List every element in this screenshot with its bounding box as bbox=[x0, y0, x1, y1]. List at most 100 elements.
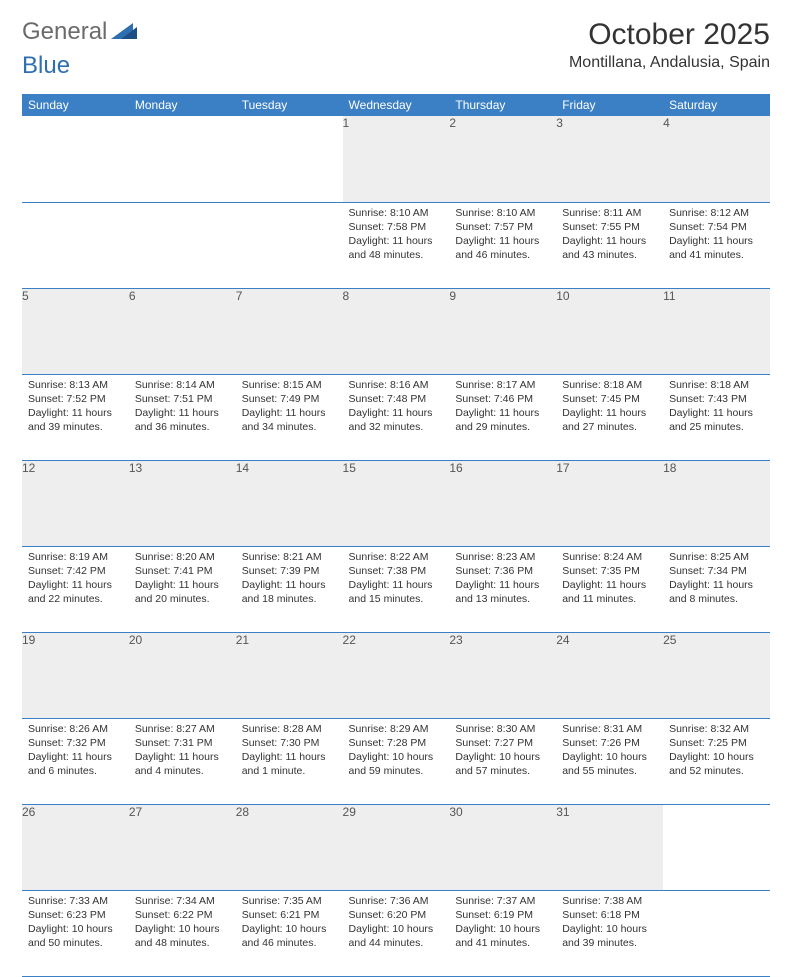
day-details: Sunrise: 8:20 AMSunset: 7:41 PMDaylight:… bbox=[129, 547, 236, 613]
weekday-header: Tuesday bbox=[236, 94, 343, 116]
day-number bbox=[663, 804, 770, 890]
day-cell: Sunrise: 8:28 AMSunset: 7:30 PMDaylight:… bbox=[236, 718, 343, 804]
day-content-row: Sunrise: 8:19 AMSunset: 7:42 PMDaylight:… bbox=[22, 546, 770, 632]
day-number: 15 bbox=[343, 460, 450, 546]
day-cell bbox=[22, 202, 129, 288]
day-cell: Sunrise: 8:27 AMSunset: 7:31 PMDaylight:… bbox=[129, 718, 236, 804]
day-number: 3 bbox=[556, 116, 663, 202]
day-details: Sunrise: 8:18 AMSunset: 7:43 PMDaylight:… bbox=[663, 375, 770, 441]
day-number: 20 bbox=[129, 632, 236, 718]
day-number: 9 bbox=[449, 288, 556, 374]
day-cell: Sunrise: 7:38 AMSunset: 6:18 PMDaylight:… bbox=[556, 890, 663, 976]
day-details: Sunrise: 7:37 AMSunset: 6:19 PMDaylight:… bbox=[449, 891, 556, 957]
day-number-row: 1234 bbox=[22, 116, 770, 202]
triangle-icon bbox=[111, 18, 137, 46]
weekday-header: Wednesday bbox=[343, 94, 450, 116]
day-details: Sunrise: 8:26 AMSunset: 7:32 PMDaylight:… bbox=[22, 719, 129, 785]
day-number: 4 bbox=[663, 116, 770, 202]
day-cell: Sunrise: 8:31 AMSunset: 7:26 PMDaylight:… bbox=[556, 718, 663, 804]
day-number: 22 bbox=[343, 632, 450, 718]
day-details: Sunrise: 8:10 AMSunset: 7:57 PMDaylight:… bbox=[449, 203, 556, 269]
month-title: October 2025 bbox=[569, 18, 770, 52]
day-content-row: Sunrise: 8:10 AMSunset: 7:58 PMDaylight:… bbox=[22, 202, 770, 288]
day-number-row: 262728293031 bbox=[22, 804, 770, 890]
day-details: Sunrise: 8:10 AMSunset: 7:58 PMDaylight:… bbox=[343, 203, 450, 269]
day-number: 21 bbox=[236, 632, 343, 718]
day-number: 10 bbox=[556, 288, 663, 374]
day-cell: Sunrise: 8:26 AMSunset: 7:32 PMDaylight:… bbox=[22, 718, 129, 804]
day-details: Sunrise: 8:17 AMSunset: 7:46 PMDaylight:… bbox=[449, 375, 556, 441]
weekday-header: Monday bbox=[129, 94, 236, 116]
weekday-header-row: SundayMondayTuesdayWednesdayThursdayFrid… bbox=[22, 94, 770, 116]
day-details: Sunrise: 8:22 AMSunset: 7:38 PMDaylight:… bbox=[343, 547, 450, 613]
day-number: 24 bbox=[556, 632, 663, 718]
day-number-row: 19202122232425 bbox=[22, 632, 770, 718]
weekday-header: Thursday bbox=[449, 94, 556, 116]
day-number: 27 bbox=[129, 804, 236, 890]
day-cell: Sunrise: 8:16 AMSunset: 7:48 PMDaylight:… bbox=[343, 374, 450, 460]
day-cell bbox=[236, 202, 343, 288]
day-content-row: Sunrise: 8:13 AMSunset: 7:52 PMDaylight:… bbox=[22, 374, 770, 460]
weekday-header: Friday bbox=[556, 94, 663, 116]
day-number-row: 567891011 bbox=[22, 288, 770, 374]
day-details: Sunrise: 7:35 AMSunset: 6:21 PMDaylight:… bbox=[236, 891, 343, 957]
day-cell: Sunrise: 8:20 AMSunset: 7:41 PMDaylight:… bbox=[129, 546, 236, 632]
day-cell: Sunrise: 8:19 AMSunset: 7:42 PMDaylight:… bbox=[22, 546, 129, 632]
day-details: Sunrise: 8:31 AMSunset: 7:26 PMDaylight:… bbox=[556, 719, 663, 785]
day-details: Sunrise: 8:30 AMSunset: 7:27 PMDaylight:… bbox=[449, 719, 556, 785]
day-details: Sunrise: 8:13 AMSunset: 7:52 PMDaylight:… bbox=[22, 375, 129, 441]
day-number: 8 bbox=[343, 288, 450, 374]
day-number: 16 bbox=[449, 460, 556, 546]
day-cell: Sunrise: 8:23 AMSunset: 7:36 PMDaylight:… bbox=[449, 546, 556, 632]
day-details: Sunrise: 8:14 AMSunset: 7:51 PMDaylight:… bbox=[129, 375, 236, 441]
day-cell: Sunrise: 8:10 AMSunset: 7:58 PMDaylight:… bbox=[343, 202, 450, 288]
day-cell: Sunrise: 8:11 AMSunset: 7:55 PMDaylight:… bbox=[556, 202, 663, 288]
day-details: Sunrise: 7:34 AMSunset: 6:22 PMDaylight:… bbox=[129, 891, 236, 957]
day-details: Sunrise: 7:36 AMSunset: 6:20 PMDaylight:… bbox=[343, 891, 450, 957]
day-number: 17 bbox=[556, 460, 663, 546]
day-details: Sunrise: 7:33 AMSunset: 6:23 PMDaylight:… bbox=[22, 891, 129, 957]
day-details: Sunrise: 8:29 AMSunset: 7:28 PMDaylight:… bbox=[343, 719, 450, 785]
day-details: Sunrise: 8:25 AMSunset: 7:34 PMDaylight:… bbox=[663, 547, 770, 613]
day-number bbox=[129, 116, 236, 202]
day-cell: Sunrise: 8:21 AMSunset: 7:39 PMDaylight:… bbox=[236, 546, 343, 632]
day-cell: Sunrise: 8:18 AMSunset: 7:45 PMDaylight:… bbox=[556, 374, 663, 460]
day-number bbox=[236, 116, 343, 202]
day-number: 18 bbox=[663, 460, 770, 546]
day-cell: Sunrise: 8:18 AMSunset: 7:43 PMDaylight:… bbox=[663, 374, 770, 460]
weekday-header: Saturday bbox=[663, 94, 770, 116]
day-cell: Sunrise: 8:10 AMSunset: 7:57 PMDaylight:… bbox=[449, 202, 556, 288]
day-details: Sunrise: 8:23 AMSunset: 7:36 PMDaylight:… bbox=[449, 547, 556, 613]
day-number: 31 bbox=[556, 804, 663, 890]
day-cell: Sunrise: 8:12 AMSunset: 7:54 PMDaylight:… bbox=[663, 202, 770, 288]
calendar-table: SundayMondayTuesdayWednesdayThursdayFrid… bbox=[22, 94, 770, 977]
day-cell: Sunrise: 8:22 AMSunset: 7:38 PMDaylight:… bbox=[343, 546, 450, 632]
day-number: 28 bbox=[236, 804, 343, 890]
day-number: 12 bbox=[22, 460, 129, 546]
day-cell: Sunrise: 8:15 AMSunset: 7:49 PMDaylight:… bbox=[236, 374, 343, 460]
day-number bbox=[22, 116, 129, 202]
day-details: Sunrise: 8:21 AMSunset: 7:39 PMDaylight:… bbox=[236, 547, 343, 613]
day-details: Sunrise: 8:16 AMSunset: 7:48 PMDaylight:… bbox=[343, 375, 450, 441]
day-cell: Sunrise: 7:36 AMSunset: 6:20 PMDaylight:… bbox=[343, 890, 450, 976]
day-number: 25 bbox=[663, 632, 770, 718]
day-content-row: Sunrise: 7:33 AMSunset: 6:23 PMDaylight:… bbox=[22, 890, 770, 976]
day-cell: Sunrise: 8:30 AMSunset: 7:27 PMDaylight:… bbox=[449, 718, 556, 804]
day-number: 30 bbox=[449, 804, 556, 890]
logo-text-general: General bbox=[22, 18, 107, 46]
day-cell: Sunrise: 7:37 AMSunset: 6:19 PMDaylight:… bbox=[449, 890, 556, 976]
day-number: 23 bbox=[449, 632, 556, 718]
day-details: Sunrise: 8:24 AMSunset: 7:35 PMDaylight:… bbox=[556, 547, 663, 613]
day-number: 13 bbox=[129, 460, 236, 546]
day-details: Sunrise: 7:38 AMSunset: 6:18 PMDaylight:… bbox=[556, 891, 663, 957]
day-cell: Sunrise: 8:13 AMSunset: 7:52 PMDaylight:… bbox=[22, 374, 129, 460]
day-number: 26 bbox=[22, 804, 129, 890]
day-details: Sunrise: 8:27 AMSunset: 7:31 PMDaylight:… bbox=[129, 719, 236, 785]
day-number: 19 bbox=[22, 632, 129, 718]
day-content-row: Sunrise: 8:26 AMSunset: 7:32 PMDaylight:… bbox=[22, 718, 770, 804]
logo: General bbox=[22, 18, 139, 46]
day-number: 5 bbox=[22, 288, 129, 374]
day-cell: Sunrise: 7:33 AMSunset: 6:23 PMDaylight:… bbox=[22, 890, 129, 976]
day-number: 1 bbox=[343, 116, 450, 202]
day-details: Sunrise: 8:18 AMSunset: 7:45 PMDaylight:… bbox=[556, 375, 663, 441]
